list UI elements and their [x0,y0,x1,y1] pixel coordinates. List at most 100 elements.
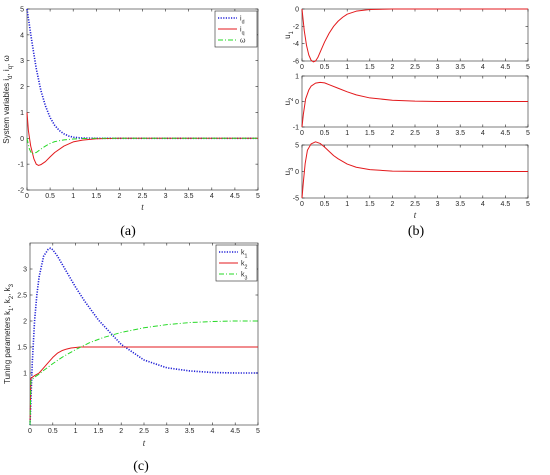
x-axis-label: t [414,210,417,220]
x-tick-label: 5 [526,64,530,71]
x-tick-label: 4.5 [501,64,511,71]
y-tick-label: 3 [20,58,24,65]
y-tick-label: 0 [295,169,299,176]
x-tick-label: 5 [526,130,530,137]
x-tick-label: 3.5 [455,201,465,208]
x-tick-label: 4 [481,64,485,71]
series-line [301,141,528,199]
x-tick-label: 4 [210,428,214,435]
x-tick-label: 0.5 [320,130,330,137]
panel-b-u1-chart: 0 0.5 1 1.5 2 2.5 3 3.5 4 4.5 5 -6 -4 -2 0 u1 [283,7,530,72]
y-tick-label: 1 [295,74,299,81]
panel-c-chart: 0 0.5 1 1.5 2 2.5 3 3.5 4 4.5 5 1 1.5 2 2.5 3 t Tuning pa… [3,242,260,448]
y-axis-label: u1 [283,30,295,38]
x-tick-label: 2.5 [410,201,420,208]
series-line [301,8,528,63]
x-tick-label: 1.5 [94,428,104,435]
y-axis-label: Tuning parameters k1, k2, k3 [3,283,15,384]
y-tick-label: 0 [20,136,24,143]
caption-c: (c) [133,459,149,474]
series-line-iq [26,112,258,166]
x-tick-label: 4 [481,130,485,137]
y-tick-label: 0 [295,7,299,14]
x-tick-label: 5 [256,193,260,200]
x-tick-label: 1 [74,428,78,435]
x-tick-label: 0 [25,193,29,200]
x-tick-label: 2 [390,64,394,71]
y-tick-label: 2.5 [17,293,27,300]
x-tick-label: 2.5 [410,130,420,137]
y-tick-label: 4 [20,32,24,39]
x-tick-label: 3 [436,201,440,208]
x-tick-label: 1.5 [365,64,375,71]
y-tick-label: -2 [293,24,299,31]
x-tick-label: 0.5 [48,428,58,435]
y-tick-label: -1 [293,125,299,132]
x-tick-label: 0 [28,428,32,435]
x-tick-label: 0.5 [320,201,330,208]
x-tick-label: 2 [390,130,394,137]
series-line-k1 [29,247,258,426]
x-tick-label: 1.5 [365,201,375,208]
x-tick-label: 2.5 [138,193,148,200]
x-tick-label: 1 [345,64,349,71]
x-tick-label: 5 [256,428,260,435]
y-tick-label: -1 [18,162,24,169]
x-axis-label: t [143,438,146,448]
x-tick-label: 3.5 [455,130,465,137]
x-tick-label: 1 [345,130,349,137]
y-tick-label: 2 [23,319,27,326]
x-tick-label: 3 [164,193,168,200]
plot-frame [301,8,529,62]
x-tick-label: 1.5 [365,130,375,137]
y-tick-label: 1.5 [17,345,27,352]
x-tick-label: 5 [526,201,530,208]
y-tick-label: 1 [20,110,24,117]
legend-label: k1 [241,250,248,260]
series-line-k2 [29,346,258,426]
series-line [301,81,528,128]
x-tick-label: 3 [436,130,440,137]
series-line-k3 [29,320,258,426]
y-tick-label: -5 [293,196,299,203]
legend-label: iq [240,27,245,37]
x-tick-label: 3 [165,428,169,435]
y-tick-label: 2 [20,84,24,91]
y-tick-label: 1 [23,371,27,378]
x-tick-label: 4.5 [501,130,511,137]
y-tick-label: -6 [293,59,299,66]
x-tick-label: 2 [117,193,121,200]
x-tick-label: 4 [210,193,214,200]
y-tick-label: -2 [18,188,24,195]
y-tick-label: 5 [295,143,299,150]
x-tick-label: 4.5 [501,201,511,208]
legend-label: id [240,16,245,26]
panel-a-chart: 0 0.5 1 1.5 2 2.5 3 3.5 4 4.5 5 -2 -1 0 1 2 3 4 5 t System v… [2,7,260,213]
x-tick-label: 3.5 [184,193,194,200]
y-tick-label: -4 [293,41,299,48]
y-axis-label: u2 [283,97,295,105]
series-line- [26,137,258,155]
x-tick-label: 1 [71,193,75,200]
x-tick-label: 0.5 [45,193,55,200]
x-tick-label: 0.5 [320,64,330,71]
x-tick-label: 2 [390,201,394,208]
x-tick-label: 2.5 [410,64,420,71]
x-tick-label: 2 [119,428,123,435]
x-tick-label: 0 [300,201,304,208]
x-tick-label: 3.5 [455,64,465,71]
y-tick-label: 3 [23,267,27,274]
legend-label: ω [240,38,246,45]
legend-label: k2 [241,261,248,271]
x-tick-label: 3.5 [185,428,195,435]
y-axis-label: System variables id, iq, ω [2,55,14,144]
x-tick-label: 1 [345,201,349,208]
caption-a: (a) [120,224,136,239]
x-tick-label: 0 [300,130,304,137]
x-tick-label: 1.5 [91,193,101,200]
